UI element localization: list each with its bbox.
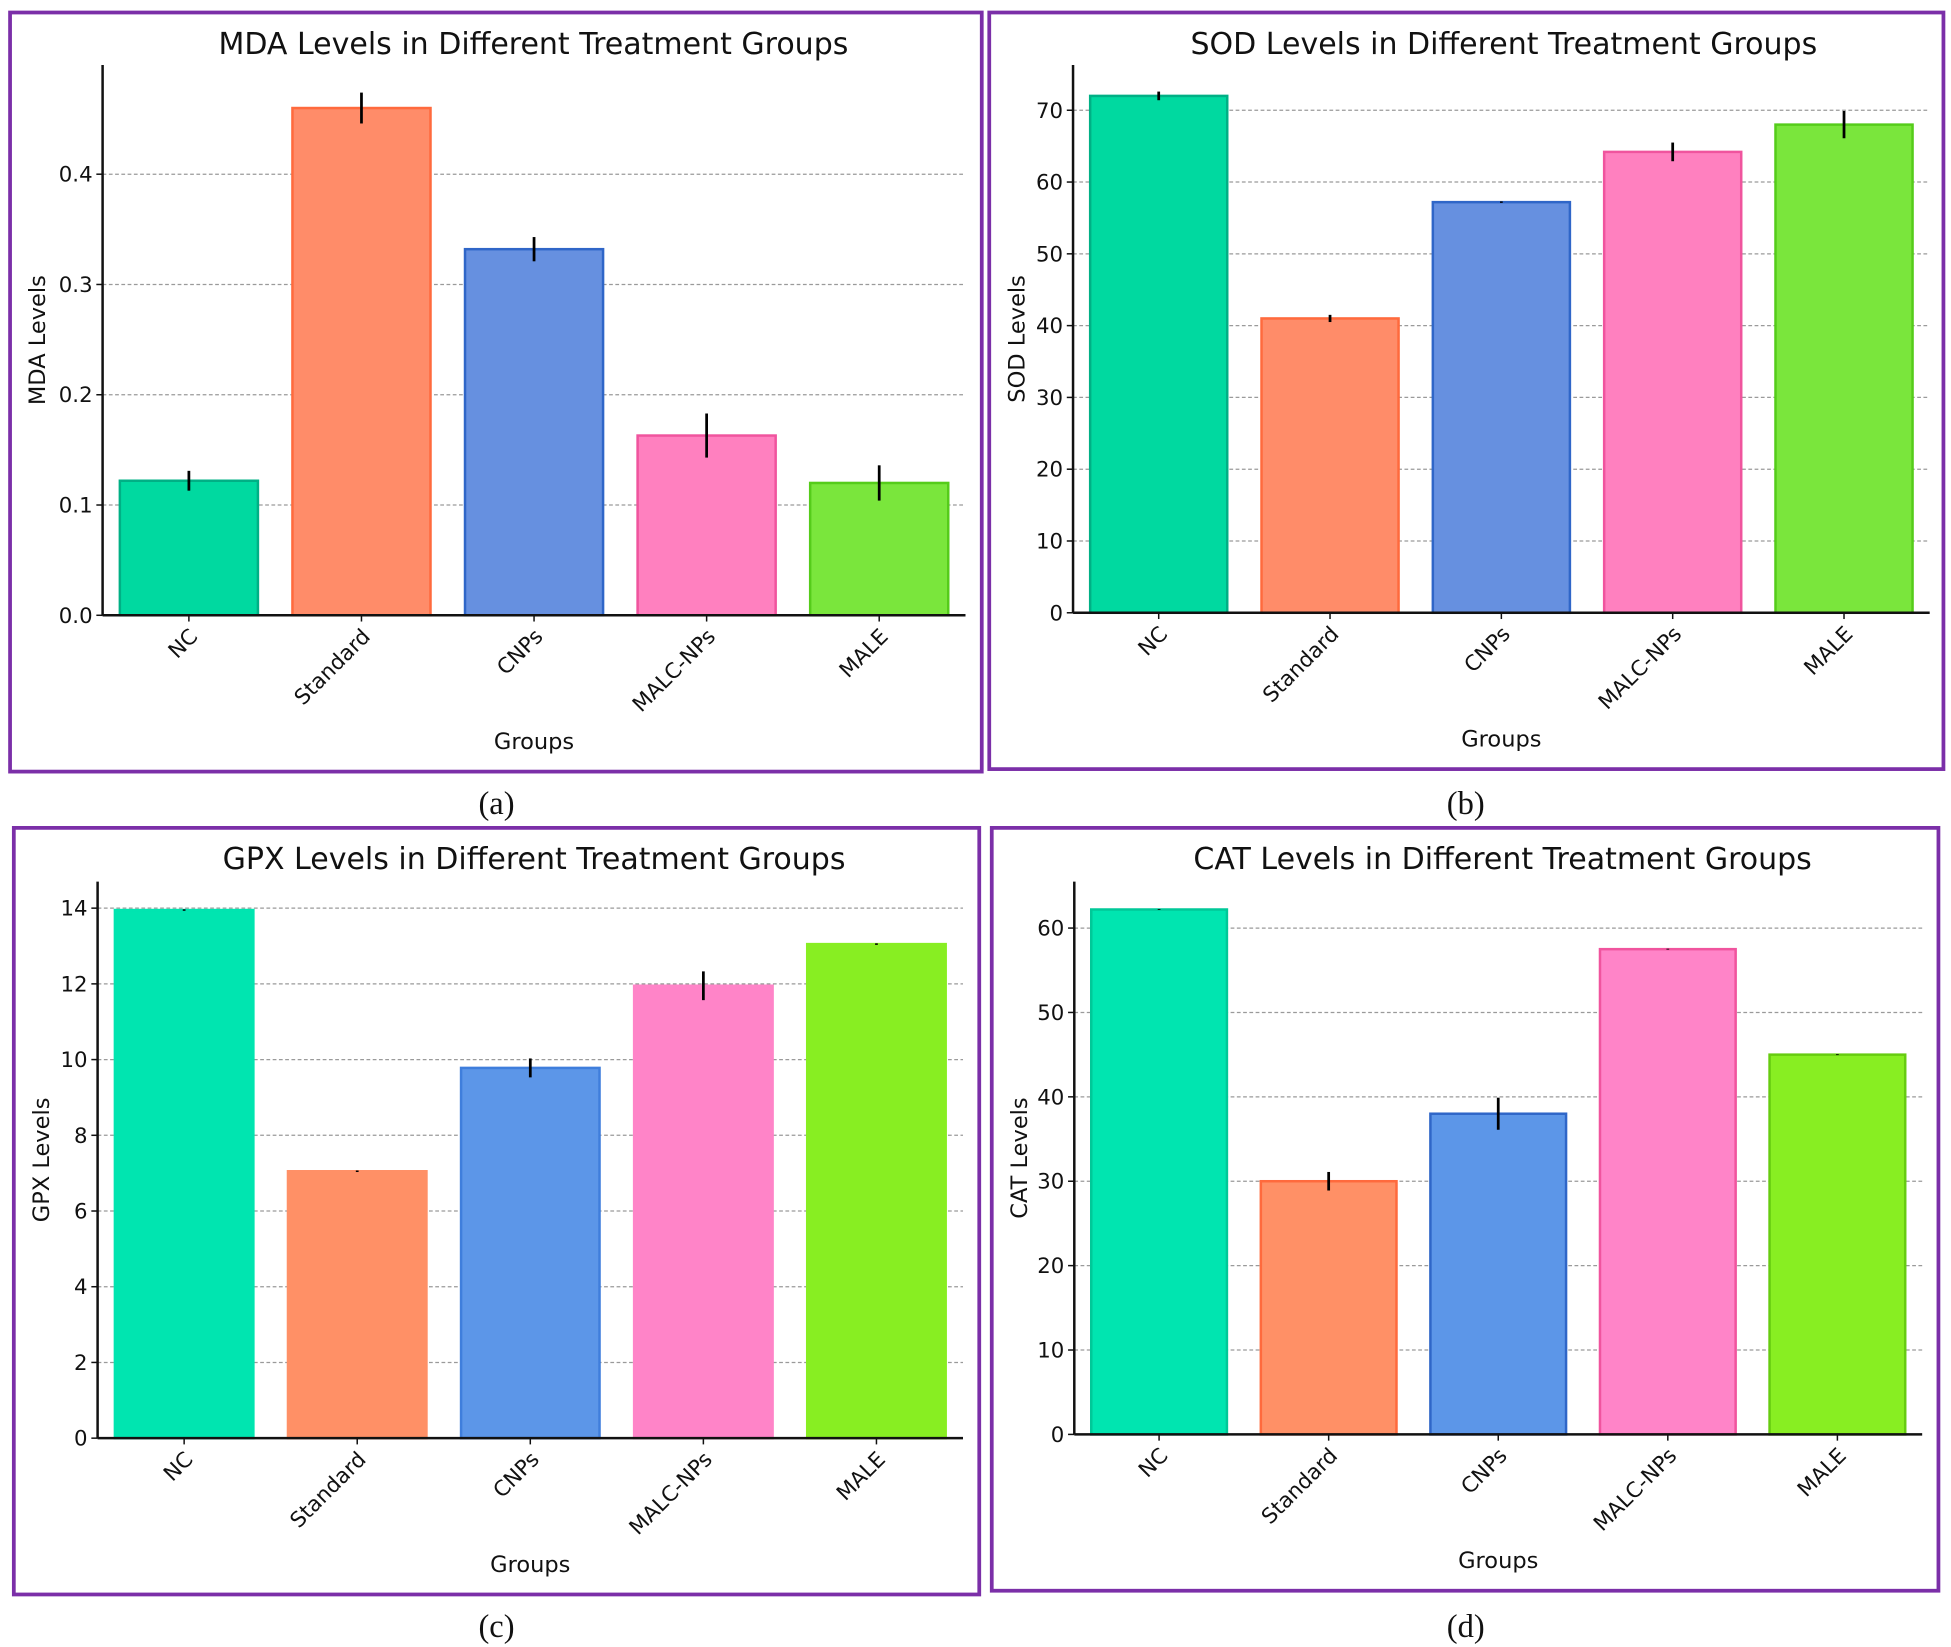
bar-malc-nps [1602,150,1743,615]
y-tick-label: 40 [1036,314,1063,339]
x-axis-label: Groups [494,729,574,755]
panel-label: (a) [478,786,514,822]
y-tick-label: 30 [1037,1170,1064,1195]
y-tick-label: 0 [74,1427,88,1452]
y-tick-label: 50 [1036,242,1063,267]
bar-malc-nps [636,434,777,617]
y-tick-label: 10 [1036,529,1063,554]
y-tick-label: 10 [1037,1339,1064,1364]
y-tick-label: 0 [1051,1423,1065,1448]
bar-cnps [1431,200,1572,615]
bar-male [1774,123,1914,615]
y-tick-label: 4 [74,1275,88,1300]
y-axis-label: SOD Levels [1004,275,1030,403]
bar-standard [1260,317,1400,615]
y-tick-label: 20 [1036,458,1063,483]
bar-cnps [1429,1112,1568,1436]
panel-label: (d) [1447,1609,1485,1645]
y-tick-label: 50 [1037,1001,1064,1026]
chart-panel-0: 0.00.10.20.30.4NC Standard CNPs MALC-NPs MAL… [8,10,984,774]
y-tick-label: 2 [74,1351,88,1376]
y-tick-label: 0.4 [59,163,93,188]
y-tick-label: 6 [74,1200,88,1225]
panel-label: (b) [1447,786,1485,822]
bar-cnps [459,1066,601,1440]
bar-male [805,942,947,1440]
chart-title: GPX Levels in Different Treatment Groups [223,842,846,877]
bar-male [1768,1053,1907,1436]
bar-malc-nps [1598,947,1737,1436]
y-tick-label: 60 [1036,171,1063,196]
y-axis-label: MDA Levels [25,275,51,405]
y-tick-label: 14 [61,897,88,922]
chart-title: MDA Levels in Different Treatment Groups [218,27,848,62]
y-axis-label: GPX Levels [29,1098,55,1223]
y-tick-label: 60 [1037,917,1064,942]
x-axis-label: Groups [1461,727,1541,753]
y-tick-label: 0.3 [59,273,93,298]
y-tick-label: 0.0 [59,604,93,629]
y-tick-label: 70 [1036,99,1063,124]
y-tick-label: 10 [61,1048,88,1073]
bar-nc [1088,94,1229,615]
chart-title: SOD Levels in Different Treatment Groups [1191,27,1818,62]
bar-male [808,481,950,617]
bar-standard [1259,1179,1398,1436]
y-tick-label: 40 [1037,1085,1064,1110]
bar-cnps [463,247,605,617]
y-tick-label: 0.2 [59,383,93,408]
bar-nc [1090,908,1229,1436]
y-tick-label: 30 [1036,386,1063,411]
bar-nc [118,479,260,617]
y-axis-label: CAT Levels [1007,1097,1033,1218]
bar-malc-nps [632,984,774,1440]
bar-standard [286,1170,428,1440]
y-tick-label: 12 [61,972,88,997]
bar-nc [113,908,255,1440]
x-axis-label: Groups [490,1552,570,1578]
x-axis-label: Groups [1458,1548,1538,1574]
panel-label: (c) [478,1609,514,1645]
bar-standard [291,106,432,617]
y-tick-label: 8 [74,1124,88,1149]
y-tick-label: 0 [1050,601,1064,626]
y-tick-label: 0.1 [59,494,93,519]
chart-title: CAT Levels in Different Treatment Groups [1193,842,1811,877]
y-tick-label: 20 [1037,1254,1064,1279]
